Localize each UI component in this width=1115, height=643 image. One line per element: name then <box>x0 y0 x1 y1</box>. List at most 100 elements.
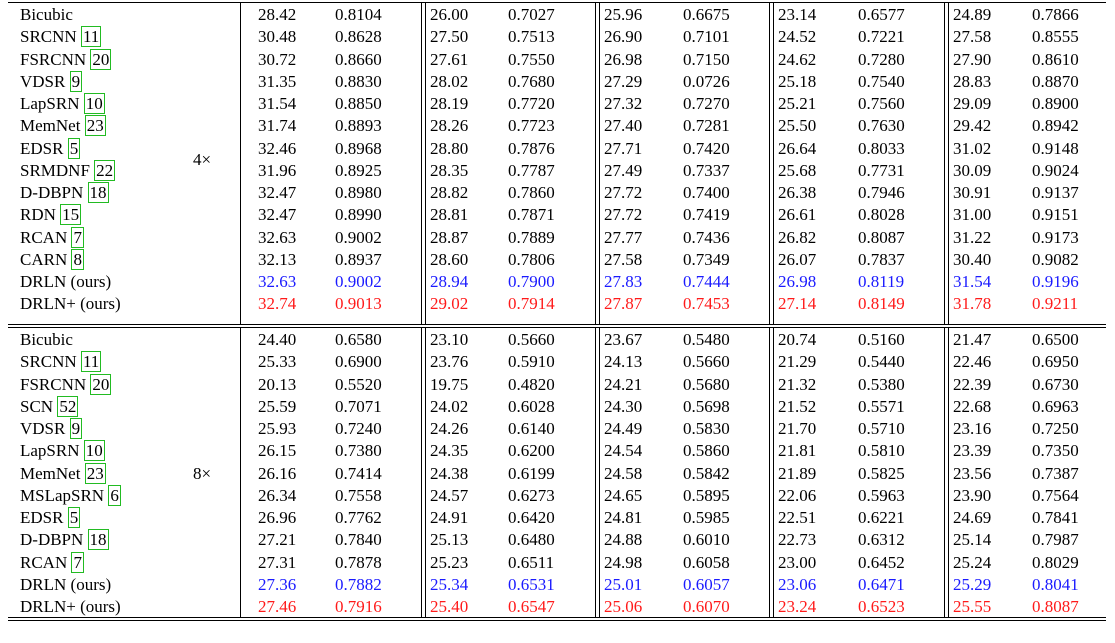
citation-link[interactable]: 7 <box>71 551 84 573</box>
ssim-value: 0.7419 <box>683 205 730 225</box>
citation-link[interactable]: 20 <box>90 48 112 70</box>
method-label: SRMDNF <box>20 160 90 180</box>
ssim-value: 0.7564 <box>1032 485 1079 505</box>
citation-link[interactable]: 15 <box>60 204 82 226</box>
psnr-value: 25.96 <box>604 5 643 24</box>
citation-link[interactable]: 52 <box>57 395 79 417</box>
psnr-value: 26.38 <box>778 183 817 202</box>
method-label: LapSRN <box>20 441 80 461</box>
citation-link[interactable]: 5 <box>67 507 81 528</box>
method-label: RCAN <box>20 227 68 247</box>
psnr-value: 24.52 <box>778 27 817 47</box>
psnr-value: 23.14 <box>778 5 817 24</box>
psnr-value: 25.50 <box>778 116 817 136</box>
table-rule <box>8 617 1106 618</box>
column-divider <box>240 2 241 324</box>
citation-link[interactable]: 10 <box>83 93 105 114</box>
method-name: MSLapSRN 6 <box>20 484 121 507</box>
ssim-value: 0.7946 <box>858 183 905 202</box>
citation-link[interactable]: 18 <box>87 529 109 551</box>
ssim-value: 0.8087 <box>1032 597 1079 616</box>
citation-link[interactable]: 8 <box>71 248 84 270</box>
ssim-value: 0.7540 <box>858 71 905 91</box>
psnr-value: 20.74 <box>778 330 817 349</box>
psnr-value: 23.39 <box>953 441 992 461</box>
psnr-value: 25.93 <box>258 419 297 438</box>
psnr-value: 25.40 <box>430 597 469 616</box>
method-label: EDSR <box>20 138 64 158</box>
ssim-value: 0.5660 <box>508 330 555 349</box>
ssim-value: 0.6140 <box>508 419 555 438</box>
ssim-value: 0.6070 <box>683 597 730 616</box>
ssim-value: 0.7889 <box>508 227 555 247</box>
citation-link[interactable]: 10 <box>83 440 105 462</box>
psnr-value: 28.60 <box>430 249 469 269</box>
citation-link[interactable]: 20 <box>90 373 112 395</box>
citation-link[interactable]: 11 <box>80 351 102 373</box>
method-name: SRCNN 11 <box>20 26 102 48</box>
ssim-value: 0.6675 <box>683 5 730 24</box>
ssim-value: 0.6420 <box>508 508 555 527</box>
ssim-value: 0.7071 <box>335 396 382 416</box>
psnr-value: 28.94 <box>430 272 469 291</box>
psnr-value: 30.40 <box>953 249 992 269</box>
method-label: RDN <box>20 205 56 225</box>
psnr-value: 27.46 <box>258 597 297 616</box>
citation-link[interactable]: 7 <box>71 226 84 248</box>
ssim-value: 0.7337 <box>683 160 730 180</box>
citation-link[interactable]: 23 <box>84 115 106 137</box>
psnr-value: 27.21 <box>258 530 297 550</box>
citation-link[interactable]: 9 <box>69 70 83 92</box>
method-name: VDSR 9 <box>20 70 83 93</box>
ssim-value: 0.7841 <box>1032 508 1079 527</box>
ssim-value: 0.6057 <box>683 574 730 594</box>
psnr-value: 22.73 <box>778 530 817 550</box>
ssim-value: 0.6452 <box>858 552 905 572</box>
method-name: CARN 8 <box>20 248 84 271</box>
ssim-value: 0.5830 <box>683 419 730 438</box>
psnr-value: 32.13 <box>258 249 297 269</box>
ssim-value: 0.6058 <box>683 552 730 572</box>
method-label: RCAN <box>20 552 68 572</box>
scale-label: 8× <box>192 463 212 483</box>
ssim-value: 0.6199 <box>508 463 555 483</box>
method-label: MemNet <box>20 116 81 136</box>
psnr-value: 24.69 <box>953 508 992 527</box>
column-divider <box>599 327 600 617</box>
psnr-value: 23.16 <box>953 419 992 438</box>
column-divider <box>425 327 426 617</box>
psnr-value: 26.16 <box>258 463 297 483</box>
ssim-value: 0.8870 <box>1032 71 1079 91</box>
ssim-value: 0.6010 <box>683 530 730 550</box>
psnr-value: 25.24 <box>953 552 992 572</box>
ssim-value: 0.5910 <box>508 352 555 372</box>
psnr-value: 25.06 <box>604 597 643 616</box>
table-rule <box>8 327 1106 328</box>
psnr-value: 25.29 <box>953 574 992 594</box>
citation-link[interactable]: 5 <box>67 137 81 159</box>
ssim-value: 0.7560 <box>858 94 905 113</box>
psnr-value: 23.00 <box>778 552 817 572</box>
ssim-value: 0.9002 <box>335 227 382 247</box>
psnr-value: 20.13 <box>258 374 297 394</box>
method-label: Bicubic <box>20 5 73 24</box>
psnr-value: 23.67 <box>604 330 643 349</box>
method-label: CARN <box>20 249 68 269</box>
citation-link[interactable]: 23 <box>84 462 106 484</box>
ssim-value: 0.7558 <box>335 485 382 505</box>
method-name: DRLN (ours) <box>20 271 111 293</box>
psnr-value: 24.49 <box>604 419 643 438</box>
citation-link[interactable]: 18 <box>87 182 109 203</box>
citation-link[interactable]: 11 <box>80 26 102 48</box>
scale-label: 4× <box>192 149 212 169</box>
psnr-value: 28.83 <box>953 71 992 91</box>
ssim-value: 0.8990 <box>335 205 382 225</box>
method-label: MemNet <box>20 463 81 483</box>
ssim-value: 0.5660 <box>683 352 730 372</box>
ssim-value: 0.7878 <box>335 552 382 572</box>
citation-link[interactable]: 9 <box>69 418 83 439</box>
citation-link[interactable]: 6 <box>108 484 121 506</box>
psnr-value: 22.68 <box>953 396 992 416</box>
psnr-value: 24.89 <box>953 5 992 24</box>
citation-link[interactable]: 22 <box>94 159 116 181</box>
